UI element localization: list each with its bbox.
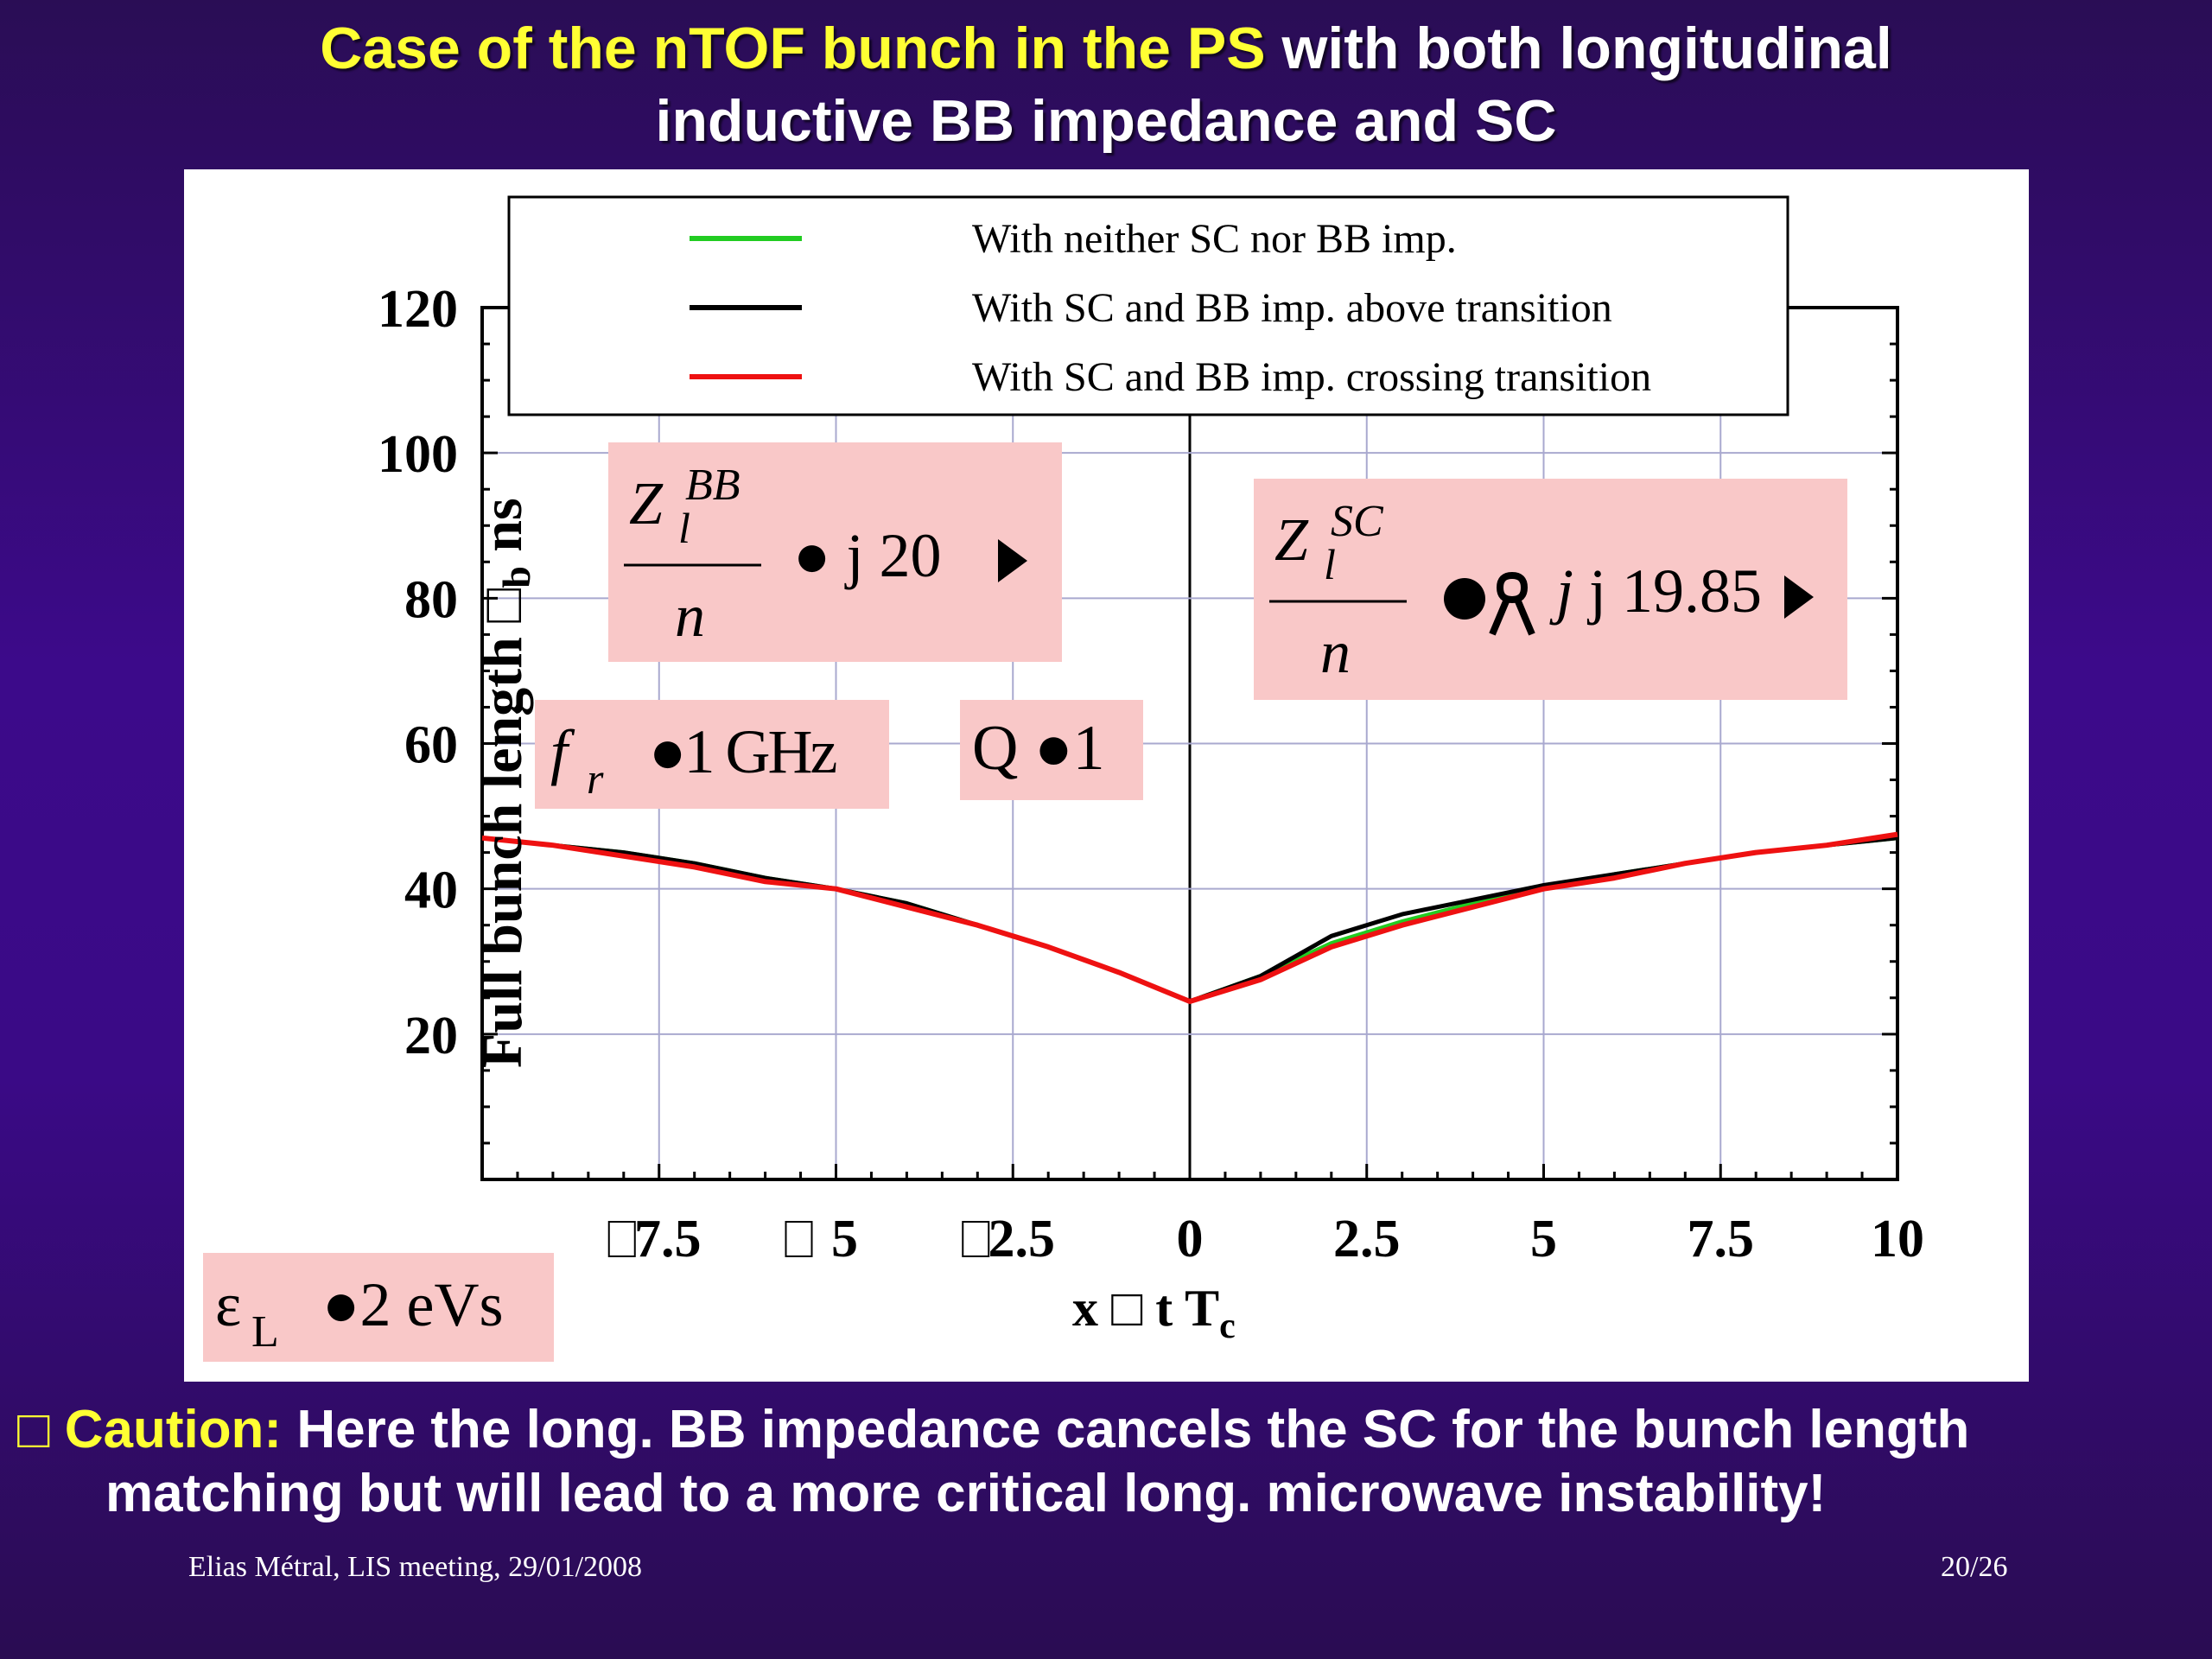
zsc-rhs: j j 19.85 xyxy=(1549,556,1762,626)
x-tick-label-group: 0 xyxy=(1177,1210,1204,1268)
annotation-fr-box xyxy=(535,700,889,809)
legend-items: With neither SC nor BB imp. With SC and B… xyxy=(690,216,1651,400)
legend-label: With SC and BB imp. above transition xyxy=(972,285,1612,331)
legend: With neither SC nor BB imp. With SC and B… xyxy=(507,195,1789,416)
zbb-arrow-icon xyxy=(998,539,1027,582)
title-highlight: Case of the nTOF bunch in the PS xyxy=(320,16,1266,81)
x-tick-label-group: 2.5 xyxy=(1333,1210,1401,1268)
caution-note: □ Caution: Here the long. BB impedance c… xyxy=(17,1398,2190,1526)
eps-symbol: ε xyxy=(215,1270,241,1339)
minus-sign-icon xyxy=(785,1221,813,1257)
zsc-subscript: l xyxy=(1324,540,1336,588)
x-tick-label: 7.5 xyxy=(634,1210,702,1268)
page-number: 20/26 xyxy=(1941,1551,2008,1583)
q-value: Q ●1 xyxy=(972,713,1105,784)
zbb-denominator: n xyxy=(675,583,705,650)
title-rest: with both longitudinal xyxy=(1281,16,1892,81)
x-tick-label: 2.5 xyxy=(1333,1210,1401,1268)
x-tick-label: 2.5 xyxy=(988,1210,1056,1268)
caution-bullet-icon: □ xyxy=(17,1400,50,1459)
annotation-eps-box xyxy=(203,1253,554,1362)
zsc-numerator: Z xyxy=(1274,507,1309,574)
zsc-arrow-icon xyxy=(1784,575,1814,619)
x-tick-label: 5 xyxy=(1530,1210,1557,1268)
x-tick-label-group: 5 xyxy=(785,1210,858,1268)
zsc-equals-dot-icon xyxy=(1444,578,1485,620)
minus-sign-icon xyxy=(962,1221,990,1257)
y-tick-label: 100 xyxy=(378,425,458,484)
annotation-fr: f r ●1 GHz xyxy=(535,700,889,809)
zbb-subscript: l xyxy=(678,504,690,552)
y-tick-label: 20 xyxy=(404,1007,458,1065)
zbb-numerator: Z xyxy=(629,471,664,537)
x-tick-label: 7.5 xyxy=(1688,1210,1755,1268)
x-tick-label-group: 5 xyxy=(1530,1210,1557,1268)
footer-author: Elias Métral, LIS meeting, 29/01/2008 xyxy=(188,1551,643,1583)
x-tick-label-group: 7.5 xyxy=(607,1210,702,1268)
fr-subscript: r xyxy=(587,754,604,803)
x-axis-label: x □ t Tc xyxy=(1072,1280,1236,1346)
annotation-zbb: Z BB l n ● j 20 xyxy=(608,442,1062,662)
x-tick-label-group: 10 xyxy=(1871,1210,1924,1268)
x-tick-label-group: 2.5 xyxy=(962,1210,1056,1268)
zsc-denominator: n xyxy=(1320,620,1351,686)
eps-value: ●2 eVs xyxy=(322,1270,503,1339)
y-tick-label: 120 xyxy=(378,280,458,339)
x-tick-label: 5 xyxy=(831,1210,858,1268)
annotation-q-box xyxy=(960,700,1143,800)
zbb-superscript: BB xyxy=(685,461,741,510)
minus-sign-icon xyxy=(607,1221,636,1257)
legend-label: With SC and BB imp. crossing transition xyxy=(972,354,1651,400)
caution-text-line-2: matching but will lead to a more critica… xyxy=(105,1464,1827,1523)
annotation-eps: ε L ●2 eVs xyxy=(203,1253,554,1362)
slide-title: Case of the nTOF bunch in the PS with bo… xyxy=(0,12,2212,157)
x-tick-label: 10 xyxy=(1871,1210,1924,1268)
minus-sign-icon xyxy=(1489,571,1535,636)
chart-panel: 7.5 5 2.5 0 2.5 5 7.5 10 20 40 60 80 100 120 With nei… xyxy=(184,169,2029,1382)
title-line-1: Case of the nTOF bunch in the PS with bo… xyxy=(0,12,2212,85)
annotation-zbb-box xyxy=(608,442,1062,662)
title-line-2: inductive BB impedance and SC xyxy=(655,88,1557,154)
annotation-zsc-box xyxy=(1254,479,1847,700)
y-tick-label: 60 xyxy=(404,716,458,775)
legend-label: With neither SC nor BB imp. xyxy=(972,216,1457,262)
annotation-q: Q ●1 xyxy=(960,700,1143,800)
series-lines xyxy=(481,831,1898,1004)
caution-text-line-1: Here the long. BB impedance cancels the … xyxy=(296,1400,1970,1459)
annotation-zsc: Z SC l n j j 19.85 xyxy=(1254,479,1847,700)
x-tick-label-group: 7.5 xyxy=(1688,1210,1755,1268)
tick-labels: 7.5 5 2.5 0 2.5 5 7.5 10 20 40 60 80 100 120 xyxy=(378,280,1924,1268)
series-line-3 xyxy=(481,831,1898,1004)
x-tick-label: 0 xyxy=(1177,1210,1204,1268)
y-tick-label: 80 xyxy=(404,570,458,629)
caution-label: Caution: xyxy=(64,1400,283,1459)
y-axis-label: Full bunch length □b ns xyxy=(471,498,538,1068)
fr-value: ●1 GHz xyxy=(649,717,836,786)
bunch-length-chart: 7.5 5 2.5 0 2.5 5 7.5 10 20 40 60 80 100 120 With nei… xyxy=(203,195,1924,1362)
y-tick-label: 40 xyxy=(404,861,458,920)
zbb-rhs: ● j 20 xyxy=(793,521,942,590)
zsc-superscript: SC xyxy=(1331,497,1384,546)
eps-subscript: L xyxy=(251,1307,279,1357)
